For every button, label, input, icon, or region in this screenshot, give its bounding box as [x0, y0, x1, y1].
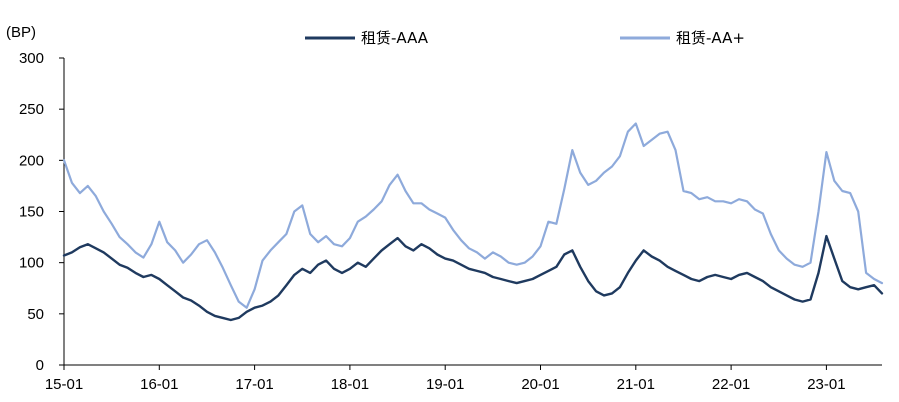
series-line-aaa: [62, 234, 884, 322]
x-tick-label: 22-01: [712, 376, 750, 393]
legend-label-aaa: 租赁-AAA: [361, 29, 429, 47]
y-tick-label: 0: [36, 357, 44, 374]
x-tick-label: 16-01: [140, 376, 178, 393]
y-axis-unit-label: (BP): [6, 24, 36, 41]
y-tick-label: 100: [19, 255, 44, 272]
x-axis: 15-01 16-01 17-01 18-01 19-01 20-01 21-01 22-01…: [45, 364, 882, 393]
y-tick-label: 300: [19, 50, 44, 67]
x-tick-label: 19-01: [426, 376, 464, 393]
x-tick-label: 20-01: [521, 376, 559, 393]
series-layer: [62, 122, 884, 322]
y-tick-label: 200: [19, 152, 44, 169]
y-tick-label: 150: [19, 204, 44, 221]
x-tick-label: 18-01: [331, 376, 369, 393]
x-tick-label: 17-01: [235, 376, 273, 393]
x-tick-label: 15-01: [45, 376, 83, 393]
x-tick-label: 23-01: [807, 376, 845, 393]
y-tick-label: 250: [19, 101, 44, 118]
x-tick-label: 21-01: [617, 376, 655, 393]
y-axis: 0 50 100 150 200 250 300: [19, 50, 65, 374]
series-line-aa-plus: [62, 122, 884, 309]
y-tick-label: 50: [27, 306, 44, 323]
legend-label-aa-plus: 租赁-AA+: [676, 29, 745, 47]
